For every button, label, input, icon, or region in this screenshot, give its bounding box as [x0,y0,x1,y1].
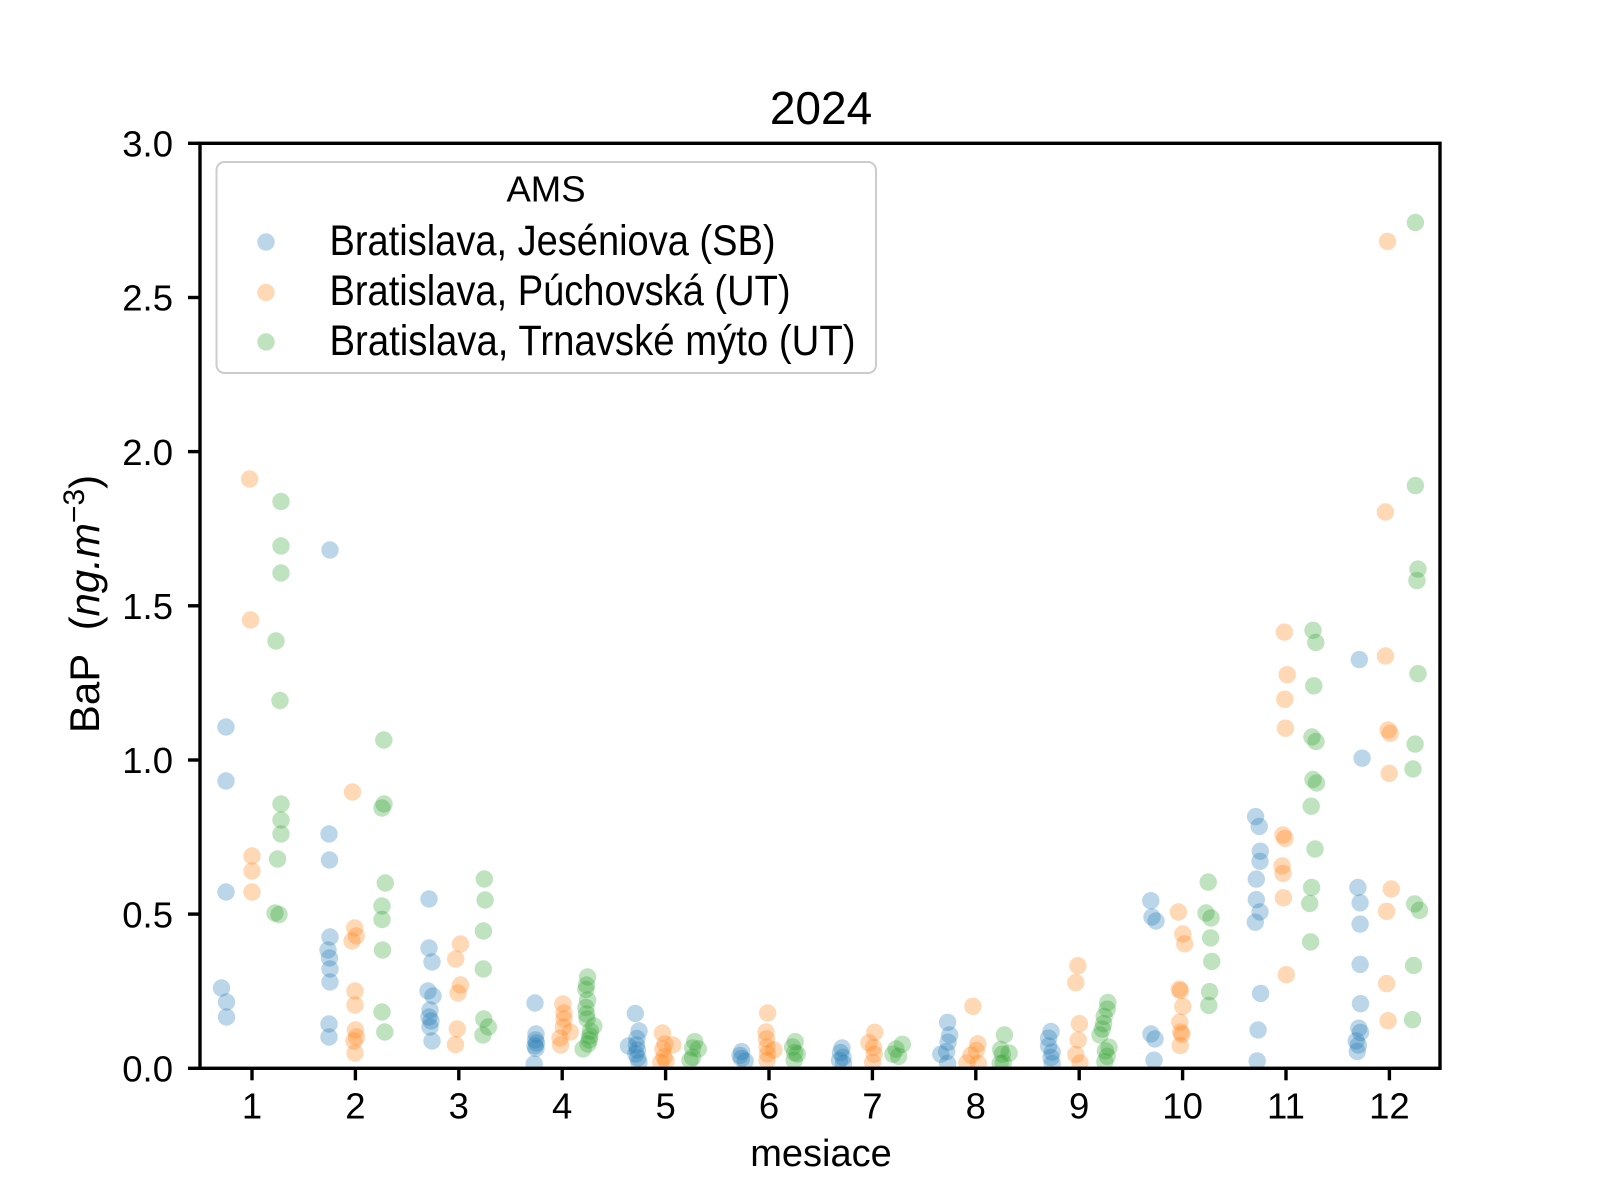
svg-text:4: 4 [552,1086,572,1127]
svg-text:10: 10 [1162,1086,1203,1127]
svg-text:3: 3 [449,1086,469,1127]
svg-text:mesiace: mesiace [750,1133,892,1175]
svg-text:1.0: 1.0 [122,740,173,781]
svg-text:2.0: 2.0 [122,432,173,473]
svg-text:9: 9 [1069,1086,1089,1127]
svg-text:AMS: AMS [506,169,585,210]
svg-text:11: 11 [1267,1086,1305,1127]
svg-text:0.5: 0.5 [122,894,173,935]
svg-text:Bratislava, Púchovská (UT): Bratislava, Púchovská (UT) [330,267,791,315]
svg-text:6: 6 [759,1086,779,1127]
svg-text:0.0: 0.0 [122,1049,173,1090]
svg-text:1: 1 [242,1086,262,1127]
svg-text:Bratislava, Trnavské mýto (UT): Bratislava, Trnavské mýto (UT) [330,317,856,365]
svg-text:2: 2 [345,1086,365,1127]
svg-text:12: 12 [1369,1086,1410,1127]
svg-text:Bratislava, Jeséniova (SB): Bratislava, Jeséniova (SB) [330,217,776,265]
svg-text:8: 8 [966,1086,986,1127]
svg-text:2.5: 2.5 [122,278,173,319]
svg-text:7: 7 [862,1086,882,1127]
svg-text:3.0: 3.0 [122,124,173,165]
svg-text:2024: 2024 [770,82,872,134]
svg-text:1.5: 1.5 [122,586,173,627]
svg-text:BaP (ng.m−3): BaP (ng.m−3) [58,475,108,733]
svg-text:5: 5 [655,1086,675,1127]
